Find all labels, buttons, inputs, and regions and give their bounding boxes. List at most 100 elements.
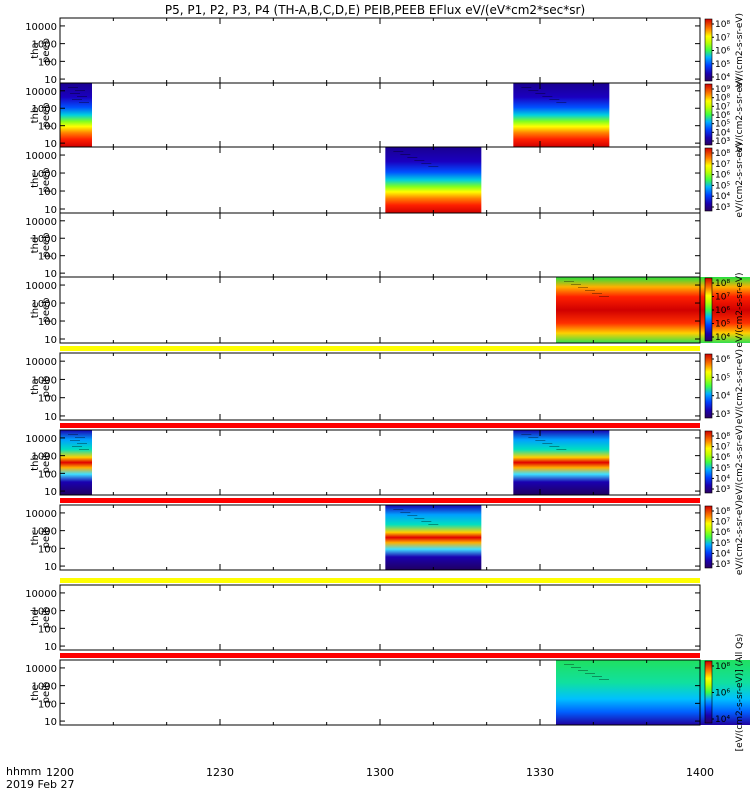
spectrogram-texture bbox=[592, 293, 602, 294]
panel-label-product: peib bbox=[41, 527, 52, 549]
time-format-label: hhmm bbox=[6, 765, 41, 778]
y-tick-label: 100 bbox=[38, 624, 57, 635]
x-axis: 1200 1230 1300 1330 1400 bbox=[46, 766, 714, 779]
colorbar bbox=[704, 430, 713, 494]
spectrogram-block bbox=[385, 147, 482, 213]
colorbar-tick-label: 10⁶ bbox=[715, 355, 730, 365]
spectrogram-texture bbox=[400, 512, 411, 513]
y-tick-label: 100 bbox=[38, 57, 57, 68]
panel-label-product: peeb bbox=[41, 103, 52, 128]
y-tick-label: 10 bbox=[44, 412, 57, 423]
panel-thd-peib: 10000 1000 100 10 thd peib bbox=[25, 584, 701, 653]
panel-label-product: peib bbox=[41, 452, 52, 474]
panel-label-probe: thc bbox=[30, 172, 41, 188]
panel-frame bbox=[59, 352, 701, 421]
colorbar bbox=[704, 18, 713, 82]
colorbar-tick-label: 10⁸ bbox=[715, 20, 730, 30]
colorbar-tick-label: 10⁷ bbox=[715, 518, 730, 528]
colorbar-tick-label: 10³ bbox=[715, 485, 730, 495]
colorbar-tick-label: 10⁸ bbox=[715, 662, 730, 672]
y-tick-label: 1000 bbox=[32, 527, 57, 538]
colorbar-label: eV/(cm2-s-sr-eV) bbox=[735, 142, 745, 217]
quality-flag-bar bbox=[60, 423, 700, 428]
quality-flag-bar bbox=[60, 578, 700, 583]
spectrogram-texture bbox=[75, 437, 85, 438]
panel-label-probe: thd bbox=[30, 609, 41, 626]
spectrogram-texture bbox=[521, 434, 532, 435]
colorbar-tick-label: 10⁶ bbox=[715, 689, 730, 699]
panel-frame bbox=[59, 17, 701, 84]
y-tick-label: 10000 bbox=[25, 357, 57, 368]
colorbar-tick-label: 10⁵ bbox=[715, 181, 730, 191]
colorbar bbox=[704, 277, 713, 342]
colorbar bbox=[704, 353, 713, 419]
y-tick-label: 10000 bbox=[25, 509, 57, 520]
spectrogram-texture bbox=[542, 96, 553, 97]
colorbar bbox=[704, 505, 713, 569]
spectrogram-texture bbox=[79, 449, 89, 450]
colorbar-tick-label: 10⁶ bbox=[715, 528, 730, 538]
spectrogram-texture bbox=[535, 440, 546, 441]
panel-frame bbox=[59, 504, 701, 571]
y-tick-label: 10000 bbox=[25, 151, 57, 162]
y-tick-label: 10 bbox=[44, 269, 57, 280]
spectrogram-block bbox=[60, 83, 92, 147]
colorbar-label: [eV/(cm2-s-sr-eV)] (All Qs) bbox=[735, 634, 745, 752]
colorbar bbox=[704, 660, 713, 724]
colorbar-tick-label: 10⁹ bbox=[715, 85, 730, 95]
spectrogram-texture bbox=[407, 515, 418, 516]
spectrogram-texture bbox=[70, 440, 80, 441]
colorbar-tick-label: 10⁴ bbox=[715, 715, 730, 725]
y-tick-label: 1000 bbox=[32, 234, 57, 245]
y-tick-label: 1000 bbox=[32, 375, 57, 386]
y-tick-label: 100 bbox=[38, 544, 57, 555]
panel-label-probe: thb bbox=[30, 454, 41, 471]
spectrogram-texture bbox=[421, 521, 432, 522]
colorbar-tick-label: 10⁶ bbox=[715, 111, 730, 121]
spectrogram-texture bbox=[414, 160, 425, 161]
colorbar-tick-label: 10⁸ bbox=[715, 432, 730, 442]
spectrogram-texture bbox=[549, 99, 560, 100]
y-tick-label: 10000 bbox=[25, 589, 57, 600]
y-tick-label: 1000 bbox=[32, 40, 57, 51]
spectrogram-texture bbox=[585, 290, 595, 291]
y-tick-label: 10000 bbox=[25, 217, 57, 228]
spectrogram-texture bbox=[393, 509, 404, 510]
y-tick-label: 100 bbox=[38, 122, 57, 133]
colorbar-tick-label: 10⁴ bbox=[715, 474, 730, 484]
spectrogram-texture bbox=[70, 93, 80, 94]
spectrogram-block bbox=[60, 430, 92, 495]
colorbar-tick-label: 10⁴ bbox=[715, 192, 730, 202]
panel-label-probe: the bbox=[30, 684, 41, 700]
colorbar-tick-label: 10³ bbox=[715, 560, 730, 570]
colorbar bbox=[704, 147, 713, 212]
colorbar-tick-label: 10⁷ bbox=[715, 33, 730, 43]
panel-label-product: peib bbox=[41, 376, 52, 398]
panel-label-probe: the bbox=[30, 302, 41, 318]
y-tick-label: 1000 bbox=[32, 682, 57, 693]
y-tick-label: 10000 bbox=[25, 281, 57, 292]
spectrogram-texture bbox=[407, 157, 418, 158]
panel-tha-peib: 10000 1000 100 10 tha peib 10⁶ 10⁵ 10⁴ 10³ eV/(cm2… bbox=[25, 349, 745, 424]
spectrogram-texture bbox=[428, 166, 439, 167]
colorbar-tick-label: 10³ bbox=[715, 410, 730, 420]
y-tick-label: 100 bbox=[38, 252, 57, 263]
y-tick-label: 1000 bbox=[32, 299, 57, 310]
spectrogram-texture bbox=[542, 443, 553, 444]
spectrogram-texture bbox=[75, 90, 85, 91]
spectrogram-texture bbox=[564, 281, 574, 282]
y-tick-label: 1000 bbox=[32, 104, 57, 115]
quality-flag-bar bbox=[60, 498, 700, 503]
y-tick-label: 10 bbox=[44, 75, 57, 86]
colorbar-tick-label: 10⁶ bbox=[715, 453, 730, 463]
y-tick-label: 10 bbox=[44, 562, 57, 573]
spectrogram-texture bbox=[79, 102, 89, 103]
y-tick-label: 10000 bbox=[25, 434, 57, 445]
y-tick-label: 10 bbox=[44, 205, 57, 216]
colorbar-label: eV/(cm2-s-sr-eV) bbox=[735, 425, 745, 500]
panel-label-product: peeb bbox=[41, 168, 52, 193]
colorbar-label: eV/(cm2-s-sr-eV) bbox=[735, 500, 745, 575]
